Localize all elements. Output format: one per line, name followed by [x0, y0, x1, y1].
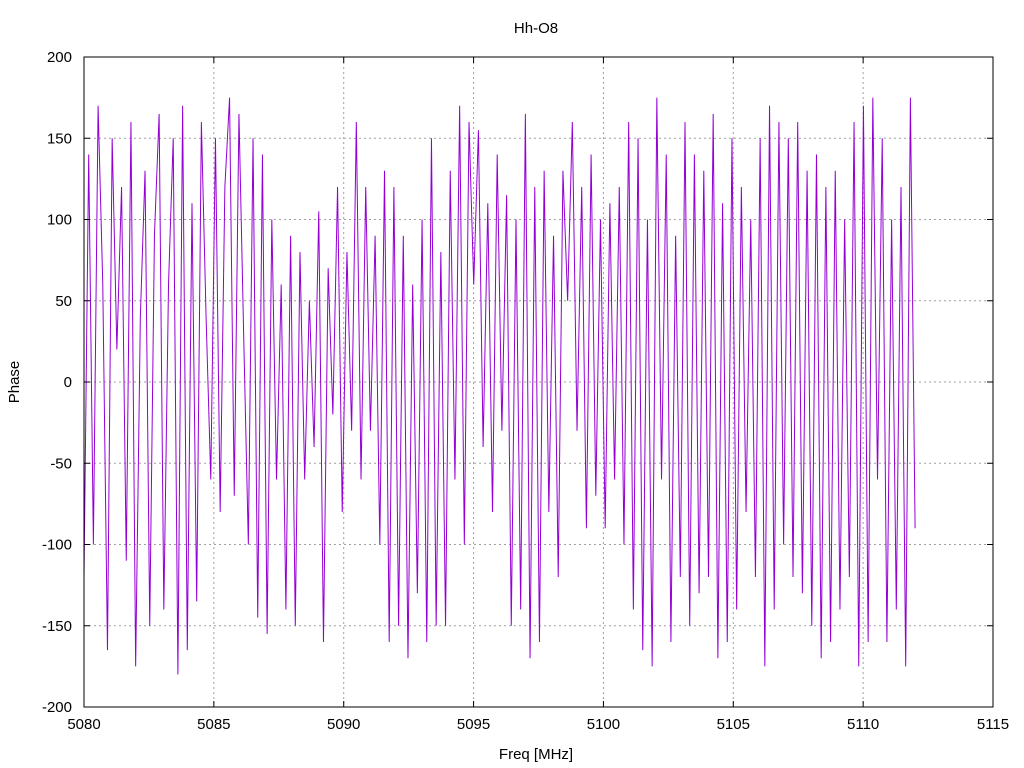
x-tick-label: 5085: [197, 716, 230, 733]
x-tick-label: 5095: [457, 716, 490, 733]
series-group: [83, 97, 916, 675]
chart-title: Hh-O8: [514, 20, 558, 37]
x-tick-label: 5090: [327, 716, 360, 733]
y-tick-label: 100: [47, 212, 72, 229]
phase-series-line: [83, 97, 916, 675]
x-tick-label: 5100: [587, 716, 620, 733]
x-tick-label: 5080: [67, 716, 100, 733]
x-tick-label: 5105: [717, 716, 750, 733]
y-tick-label: 150: [47, 130, 72, 147]
y-tick-label: -200: [42, 699, 72, 716]
x-axis-ticks: 5080 5085 5090 5095 5100 5105 5110 5115: [67, 57, 1009, 733]
y-tick-label: 0: [64, 374, 72, 391]
y-tick-label: -100: [42, 537, 72, 554]
x-axis-label: Freq [MHz]: [499, 746, 573, 763]
x-tick-label: 5110: [847, 716, 879, 733]
y-axis-ticks: 200 150 100 50 0 -50 -100 -150 -200: [42, 49, 993, 716]
x-tick-label: 5115: [977, 716, 1009, 733]
y-tick-label: 200: [47, 49, 72, 66]
y-tick-label: -150: [42, 618, 72, 635]
y-tick-label: 50: [55, 293, 72, 310]
y-axis-label: Phase: [6, 361, 23, 404]
y-tick-label: -50: [50, 455, 72, 472]
